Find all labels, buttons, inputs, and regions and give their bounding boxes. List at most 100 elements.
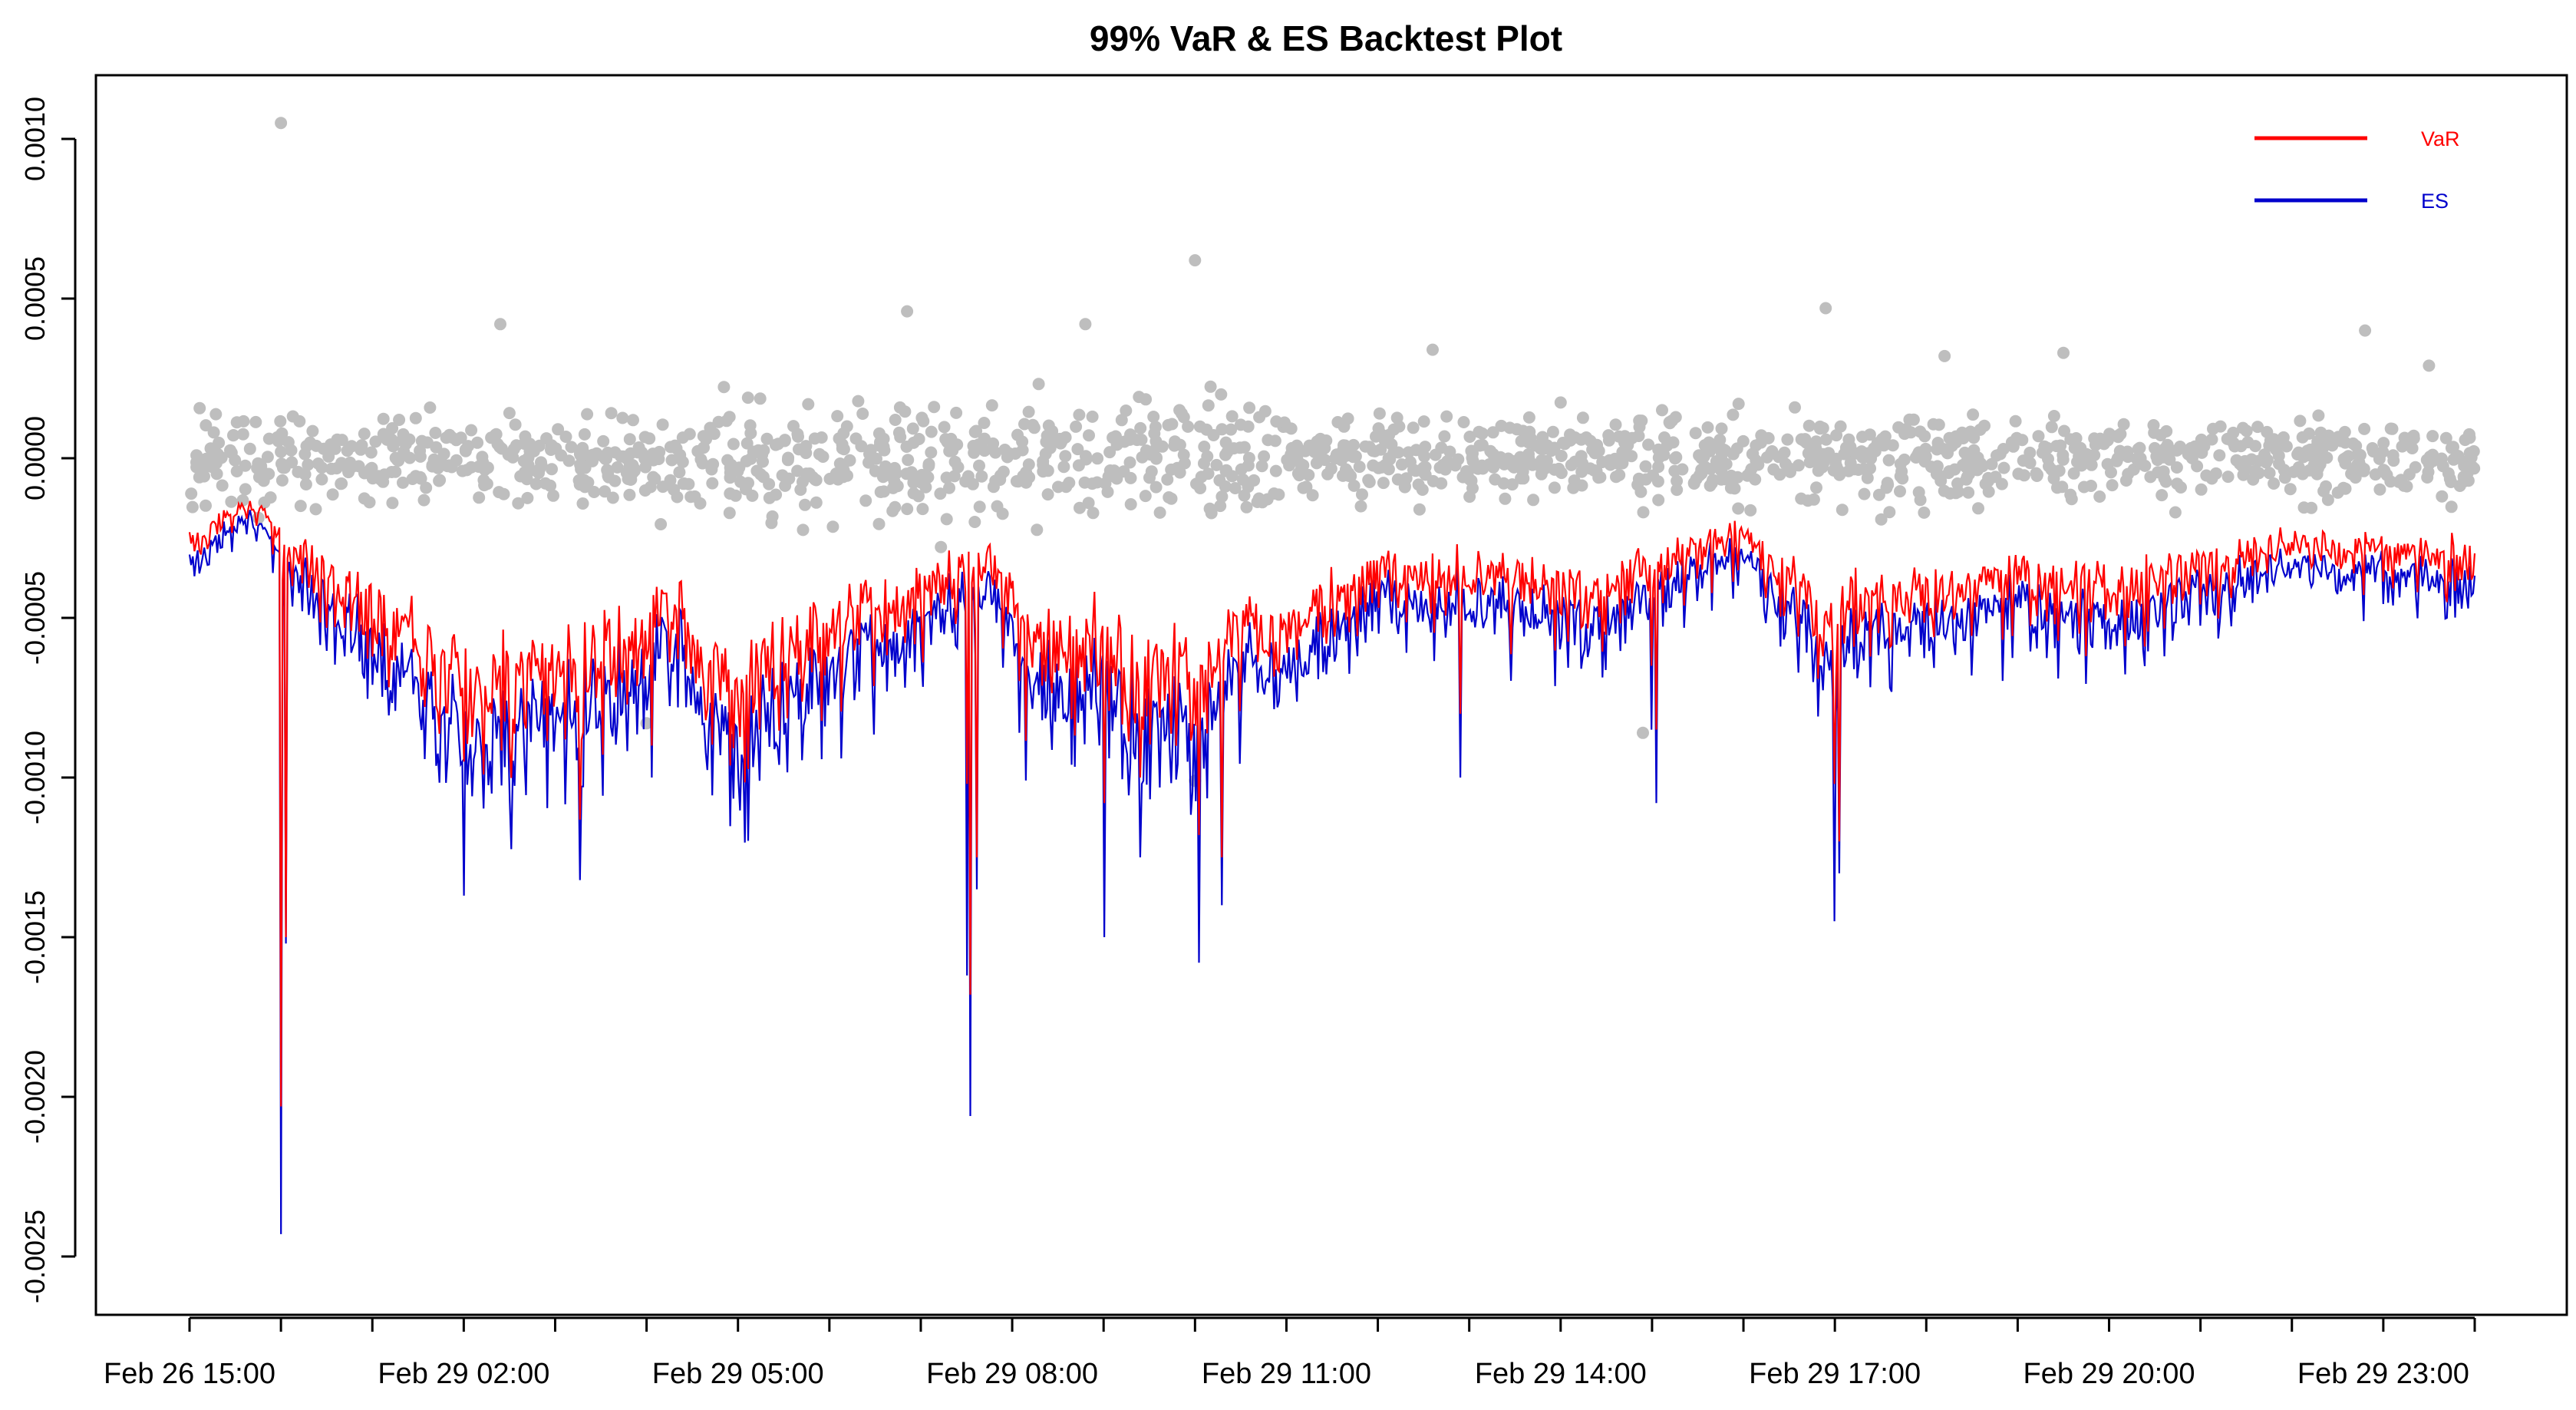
return-point	[1707, 441, 1720, 454]
return-point	[852, 395, 865, 408]
return-point	[494, 318, 506, 331]
return-point	[2453, 480, 2466, 492]
return-point	[1957, 458, 1969, 471]
return-point	[946, 444, 959, 457]
return-point	[2163, 453, 2176, 466]
return-point	[2263, 467, 2276, 480]
return-point	[565, 441, 578, 454]
return-point	[625, 473, 638, 486]
return-point	[575, 463, 588, 476]
return-point	[2195, 483, 2208, 496]
return-point	[2121, 445, 2134, 458]
return-point	[938, 421, 951, 434]
return-point	[787, 420, 800, 433]
return-point	[1732, 398, 1745, 411]
y-tick-label: 0.0000	[19, 416, 51, 500]
return-point	[1173, 404, 1186, 417]
return-point	[275, 445, 288, 458]
return-point	[252, 457, 265, 470]
return-point	[549, 442, 562, 455]
return-point	[2101, 457, 2114, 471]
return-point	[2144, 471, 2157, 484]
return-point	[697, 430, 710, 443]
return-point	[574, 449, 587, 461]
return-point	[325, 462, 338, 475]
return-point	[1732, 502, 1745, 515]
return-point	[227, 429, 239, 442]
return-point	[1522, 447, 1535, 461]
return-point	[673, 466, 686, 479]
return-point	[2057, 453, 2070, 466]
return-point	[2155, 489, 2169, 502]
return-point	[1011, 428, 1024, 441]
return-point	[706, 477, 719, 490]
return-point	[2051, 481, 2063, 494]
return-point	[597, 450, 609, 463]
return-point	[404, 451, 416, 464]
return-point	[1868, 442, 1881, 455]
return-point	[2050, 440, 2063, 453]
x-tick-label: Feb 29 17:00	[1749, 1358, 1921, 1390]
return-point	[1652, 461, 1665, 474]
return-point	[1354, 500, 1367, 513]
return-point	[611, 461, 624, 474]
return-point	[1499, 492, 1512, 505]
return-point	[1637, 726, 1649, 739]
return-point	[1861, 471, 1874, 484]
return-point	[1041, 488, 1054, 501]
return-point	[2436, 490, 2449, 503]
return-point	[326, 488, 339, 501]
return-point	[1918, 506, 1931, 519]
return-point	[1931, 437, 1944, 449]
return-point	[274, 414, 287, 428]
return-point	[2009, 414, 2022, 428]
return-point	[2303, 464, 2316, 477]
return-point	[2396, 440, 2409, 453]
return-point	[2426, 454, 2439, 467]
return-point	[2067, 467, 2080, 480]
return-point	[1219, 464, 1232, 477]
y-tick-label: -0.0020	[19, 1050, 51, 1144]
return-point	[1575, 450, 1588, 463]
return-point	[1238, 489, 1251, 502]
return-point	[1018, 418, 1031, 431]
return-point	[2221, 471, 2235, 484]
return-point	[1911, 448, 1925, 461]
return-point	[1967, 431, 1981, 444]
return-point	[2093, 490, 2106, 503]
return-point	[859, 494, 872, 507]
return-point	[2170, 444, 2183, 457]
return-point	[1609, 418, 1622, 431]
return-point	[872, 517, 886, 530]
return-point	[872, 427, 886, 440]
return-point	[1134, 421, 1147, 434]
return-point	[1876, 432, 1888, 445]
return-point	[1495, 419, 1508, 432]
return-point	[2213, 449, 2226, 462]
return-point	[1811, 455, 1824, 468]
return-point	[429, 427, 442, 439]
return-point	[1039, 447, 1052, 461]
return-point	[627, 414, 639, 427]
return-point	[198, 470, 210, 483]
return-point	[1022, 458, 1035, 471]
return-point	[2423, 359, 2436, 372]
return-point	[1510, 423, 1523, 436]
axes-group: 0.0010 0.0005 0.0000 -0.0005 -0.0010 -0.0015 -…	[19, 97, 2476, 1390]
return-point	[1836, 504, 1849, 517]
return-point	[1602, 434, 1615, 447]
return-point	[2292, 461, 2305, 474]
return-point	[1130, 434, 1143, 447]
return-point	[740, 437, 754, 450]
return-point	[1529, 439, 1542, 452]
return-point	[2386, 449, 2400, 462]
return-point	[1041, 464, 1054, 477]
y-tick-label: 0.0005	[19, 256, 51, 341]
return-point	[1409, 464, 1422, 477]
return-point	[1463, 431, 1476, 443]
return-point	[509, 418, 522, 431]
return-point	[797, 523, 810, 537]
return-point	[856, 408, 869, 420]
return-point	[1165, 492, 1178, 505]
return-point	[1215, 490, 1229, 503]
